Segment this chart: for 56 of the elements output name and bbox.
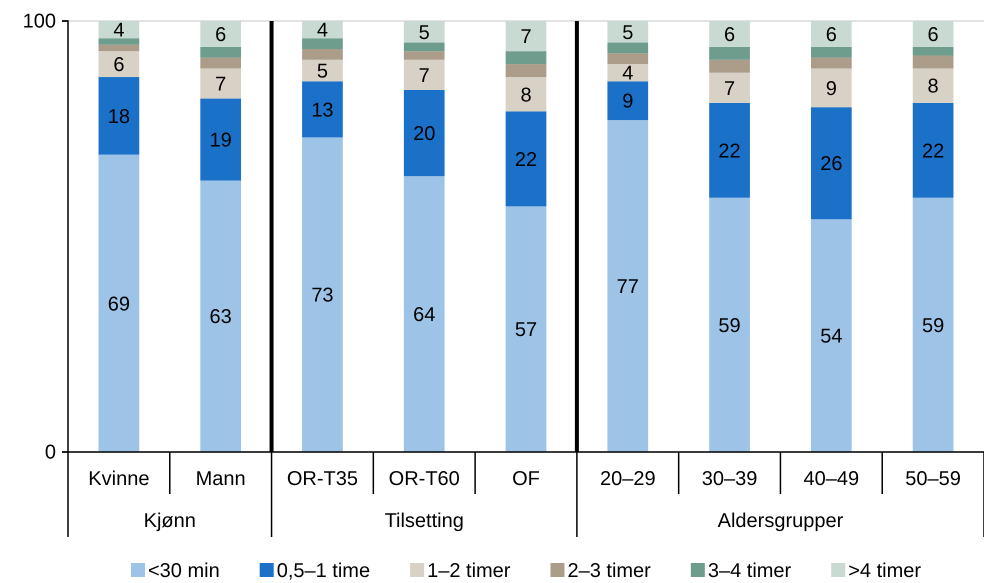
x-tick-label: OF [512, 468, 540, 490]
data-label: 9 [622, 90, 634, 113]
text: Tilsetting [384, 510, 464, 532]
data-label: 4 [316, 20, 328, 42]
data-label: 13 [311, 99, 334, 122]
data-label: 26 [820, 153, 842, 176]
x-tick-label: Kvinne [88, 468, 150, 490]
data-label: 5 [316, 60, 328, 83]
data-label: 64 [413, 304, 436, 326]
data-label: 5 [418, 22, 430, 44]
x-tick-label: OR-T60 [388, 468, 460, 490]
data-label: 6 [724, 24, 736, 46]
x-tick-label: 40–49 [804, 468, 860, 490]
data-label: 22 [718, 140, 741, 162]
data-label: 63 [210, 306, 232, 328]
data-label: 22 [514, 148, 538, 171]
data-label: 7 [418, 64, 430, 87]
data-label: 77 [616, 276, 639, 298]
x-tick-label: 30–39 [702, 468, 758, 490]
data-label: 22 [922, 140, 944, 162]
data-label: 6 [113, 54, 124, 76]
data-label: 6 [215, 24, 226, 46]
y-tick-label: 100 [22, 10, 56, 32]
data-label: 6 [826, 24, 837, 46]
data-label: 69 [108, 293, 130, 316]
data-label: 18 [108, 106, 130, 128]
y-tick-label: 0 [44, 441, 56, 464]
legend-label: 1–2 timer [427, 560, 511, 582]
data-label: 59 [718, 314, 741, 337]
x-tick-label: 20–29 [600, 468, 656, 490]
data-label: 9 [826, 78, 837, 100]
text: Aldersgrupper [718, 510, 844, 532]
data-label: 57 [514, 319, 538, 342]
data-label: 4 [622, 62, 634, 85]
data-label: 7 [215, 73, 226, 96]
data-label: 20 [413, 123, 436, 146]
data-label: 54 [820, 326, 842, 348]
data-label: 6 [928, 24, 939, 46]
x-tick-label: OR-T35 [286, 468, 358, 490]
legend-label: 3–4 timer [708, 560, 792, 582]
legend-label: >4 timer [848, 560, 922, 582]
data-label: 8 [520, 84, 532, 106]
data-label: 5 [622, 22, 634, 44]
text: Kjønn [144, 510, 196, 532]
data-label: 8 [928, 76, 939, 98]
x-tick-label: 50–59 [905, 468, 961, 490]
x-tick-label: Mann [196, 468, 246, 490]
data-label: 73 [311, 284, 334, 307]
data-label: 59 [922, 314, 944, 337]
legend-label: <30 min [148, 560, 220, 582]
data-label: 7 [520, 26, 532, 48]
data-label: 4 [113, 20, 124, 42]
data-label: 7 [724, 78, 736, 100]
legend-label: 2–3 timer [567, 560, 652, 582]
legend-label: 0,5–1 time [276, 560, 370, 582]
data-label: 19 [210, 130, 232, 152]
